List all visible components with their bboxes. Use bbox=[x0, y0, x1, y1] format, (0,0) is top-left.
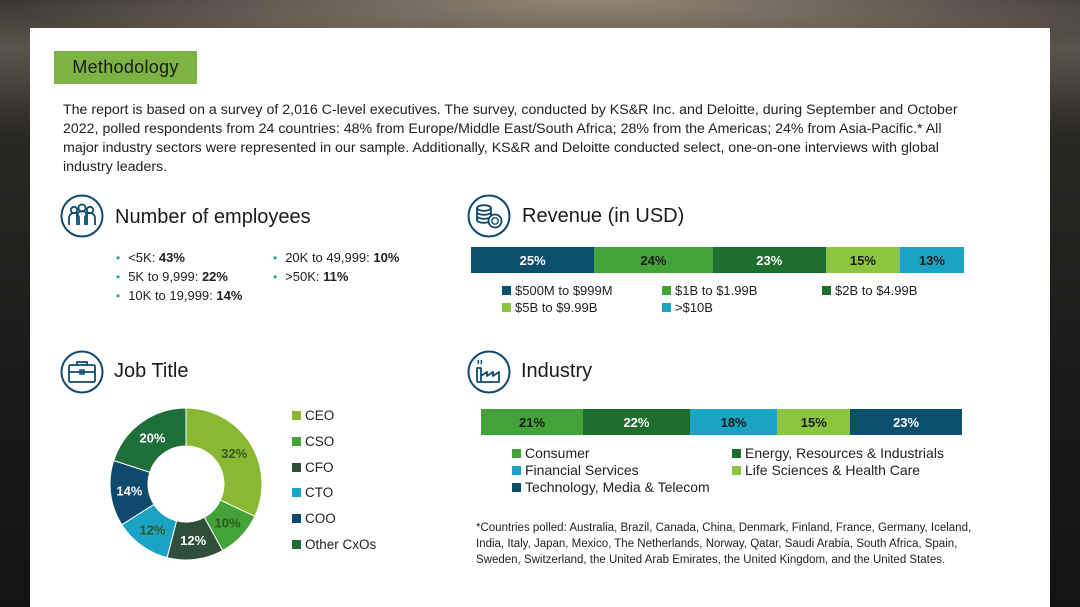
revenue-legend: $500M to $999M $1B to $1.99B $2B to $4.99B… bbox=[502, 283, 962, 319]
industry-bar-segment: 18% bbox=[689, 409, 778, 435]
legend-label: >$10B bbox=[675, 300, 713, 315]
industry-legend-item: Life Sciences & Health Care bbox=[732, 462, 920, 478]
countries-footnote: *Countries polled: Australia, Brazil, Ca… bbox=[476, 522, 972, 566]
legend-swatch bbox=[822, 286, 831, 295]
donut-data-label: 12% bbox=[139, 523, 165, 538]
donut-data-label: 32% bbox=[221, 446, 247, 461]
list-item: • <5K: 43% bbox=[116, 250, 185, 265]
legend-label: CSO bbox=[305, 433, 335, 449]
list-item: • >50K: 11% bbox=[273, 269, 349, 284]
industry-legend: Consumer Energy, Resources & Industrials F… bbox=[512, 445, 972, 499]
methodology-text: The report is based on a survey of 2,016… bbox=[63, 102, 958, 175]
methodology-card: Methodology The report is based on a sur… bbox=[30, 28, 1050, 607]
donut-data-label: 20% bbox=[139, 430, 165, 445]
legend-swatch bbox=[512, 465, 521, 475]
list-item: • 5K to 9,999: 22% bbox=[116, 269, 228, 284]
people-icon bbox=[60, 194, 104, 238]
legend-label: COO bbox=[305, 511, 336, 527]
job-title-title: Job Title bbox=[114, 360, 189, 382]
factory-icon bbox=[467, 350, 511, 394]
legend-label: $2B to $4.99B bbox=[835, 283, 918, 298]
donut-data-label: 10% bbox=[215, 516, 241, 531]
revenue-legend-item: $1B to $1.99B bbox=[662, 283, 757, 298]
industry-bar-segment: 23% bbox=[850, 409, 962, 435]
legend-label: $500M to $999M bbox=[515, 283, 613, 298]
legend-swatch bbox=[292, 514, 301, 524]
revenue-legend-item: $2B to $4.99B bbox=[822, 283, 917, 298]
revenue-bar-segment: 24% bbox=[594, 247, 713, 273]
list-item: • 20K to 49,999: 10% bbox=[273, 250, 400, 265]
job-title-legend-item: CSO bbox=[292, 434, 334, 449]
job-title-legend-item: CEO bbox=[292, 408, 334, 423]
employees-list-left: • <5K: 43% • 5K to 9,999: 22% • 10K to 19,9… bbox=[116, 248, 242, 305]
legend-swatch bbox=[502, 286, 511, 295]
legend-label: Other CxOs bbox=[305, 537, 377, 552]
job-title-donut-chart: 32% 10% 12% 12% 14% 20% bbox=[109, 407, 263, 561]
job-title-legend-item: COO bbox=[292, 511, 336, 526]
employees-list-right: • 20K to 49,999: 10% • >50K: 11% bbox=[273, 248, 399, 286]
job-title-legend-item: CTO bbox=[292, 485, 333, 500]
legend-label: $1B to $1.99B bbox=[675, 283, 758, 298]
list-item: • 10K to 19,999: 14% bbox=[116, 288, 243, 303]
legend-swatch bbox=[292, 540, 301, 549]
donut-slice-other-cxos bbox=[113, 407, 187, 473]
revenue-title: Revenue (in USD) bbox=[522, 205, 685, 227]
legend-swatch bbox=[512, 482, 521, 492]
legend-swatch bbox=[662, 286, 671, 295]
coins-icon bbox=[467, 194, 511, 238]
legend-label: Energy, Resources & Industrials bbox=[745, 445, 944, 461]
legend-swatch bbox=[292, 411, 301, 420]
industry-bar-segment: 15% bbox=[777, 409, 851, 435]
legend-label: CEO bbox=[305, 408, 335, 423]
donut-data-label: 12% bbox=[180, 533, 206, 548]
legend-swatch bbox=[502, 303, 511, 312]
methodology-label: Methodology bbox=[54, 51, 197, 84]
employees-title: Number of employees bbox=[115, 206, 311, 228]
donut-data-label: 14% bbox=[116, 484, 142, 499]
donut-slice-ceo bbox=[185, 407, 263, 518]
industry-bar-segment: 21% bbox=[481, 409, 584, 435]
revenue-legend-item: >$10B bbox=[662, 300, 713, 315]
legend-label: CFO bbox=[305, 459, 334, 475]
legend-swatch bbox=[292, 436, 301, 446]
legend-swatch bbox=[732, 465, 741, 475]
industry-bar-segment: 22% bbox=[583, 409, 690, 435]
industry-legend-item: Energy, Resources & Industrials bbox=[732, 445, 944, 461]
industry-title: Industry bbox=[521, 360, 593, 382]
revenue-bar-segment: 15% bbox=[825, 247, 900, 273]
legend-swatch bbox=[662, 303, 671, 312]
industry-legend-item: Consumer bbox=[512, 445, 590, 461]
legend-swatch bbox=[732, 448, 741, 458]
industry-legend-item: Technology, Media & Telecom bbox=[512, 479, 710, 495]
legend-swatch bbox=[512, 448, 521, 458]
legend-swatch bbox=[292, 462, 301, 472]
job-title-legend-item: CFO bbox=[292, 460, 334, 475]
revenue-bar-segment: 13% bbox=[899, 247, 964, 273]
legend-label: Consumer bbox=[525, 445, 590, 461]
job-title-legend-item: Other CxOs bbox=[292, 537, 376, 552]
legend-label: Financial Services bbox=[525, 462, 639, 478]
legend-label: Technology, Media & Telecom bbox=[525, 479, 710, 495]
legend-label: CTO bbox=[305, 485, 334, 501]
revenue-bar-segment: 25% bbox=[471, 247, 595, 273]
briefcase-icon bbox=[60, 350, 104, 394]
revenue-legend-item: $5B to $9.99B bbox=[502, 300, 597, 315]
legend-label: Life Sciences & Health Care bbox=[745, 462, 921, 478]
industry-stacked-bar: 21% 22% 18% 15% 23% bbox=[481, 409, 962, 435]
revenue-stacked-bar: 25% 24% 23% 15% 13% bbox=[471, 247, 964, 273]
industry-legend-item: Financial Services bbox=[512, 462, 639, 478]
legend-label: $5B to $9.99B bbox=[515, 300, 598, 315]
revenue-bar-segment: 23% bbox=[712, 247, 826, 273]
legend-swatch bbox=[292, 488, 301, 498]
revenue-legend-item: $500M to $999M bbox=[502, 283, 613, 298]
